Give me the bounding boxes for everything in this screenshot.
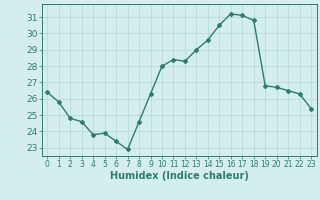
X-axis label: Humidex (Indice chaleur): Humidex (Indice chaleur) xyxy=(110,171,249,181)
